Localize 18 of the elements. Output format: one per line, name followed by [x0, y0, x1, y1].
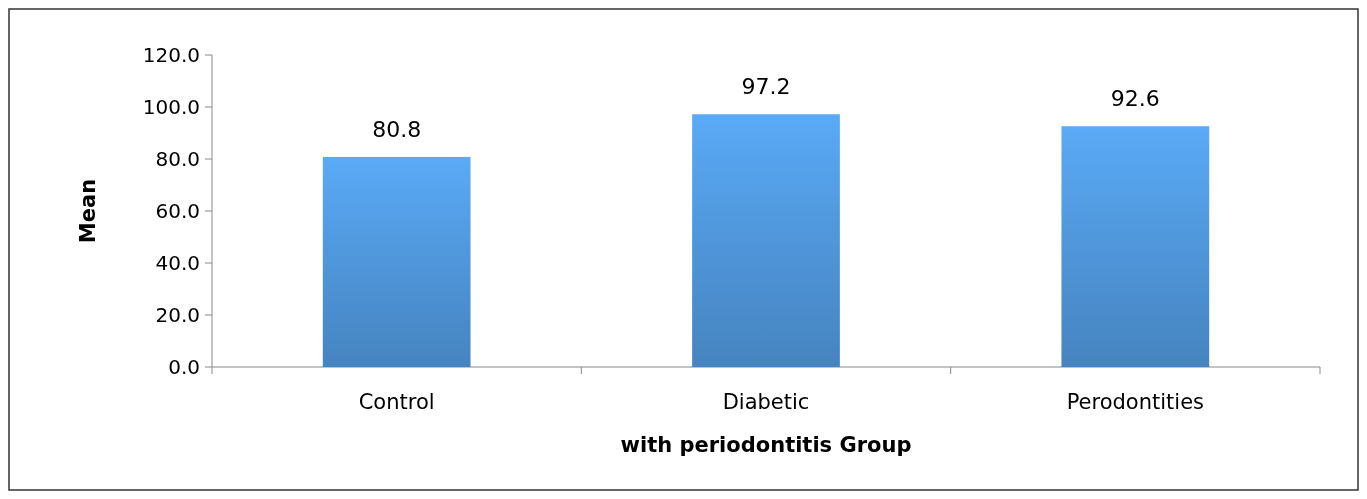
data-label: 97.2	[741, 74, 791, 100]
x-tick-label: Perodontities	[1066, 390, 1205, 414]
bar	[692, 114, 840, 367]
y-tick-label: 60.0	[155, 199, 200, 223]
data-label: 80.8	[372, 116, 422, 142]
x-axis-title: with periodontitis Group	[620, 433, 912, 457]
y-tick-label: 20.0	[155, 303, 200, 327]
y-tick-label: 40.0	[155, 251, 200, 275]
y-axis-title: Mean	[76, 178, 100, 244]
y-tick-label: 80.0	[155, 147, 200, 171]
y-tick-label: 0.0	[168, 355, 200, 379]
y-tick-label: 120.0	[142, 43, 200, 67]
data-label: 92.6	[1110, 86, 1160, 112]
x-tick-label: Control	[358, 390, 435, 414]
x-tick-label: Diabetic	[722, 390, 810, 414]
bar	[322, 156, 471, 367]
bar	[1061, 126, 1210, 367]
y-tick-label: 100.0	[142, 95, 200, 119]
